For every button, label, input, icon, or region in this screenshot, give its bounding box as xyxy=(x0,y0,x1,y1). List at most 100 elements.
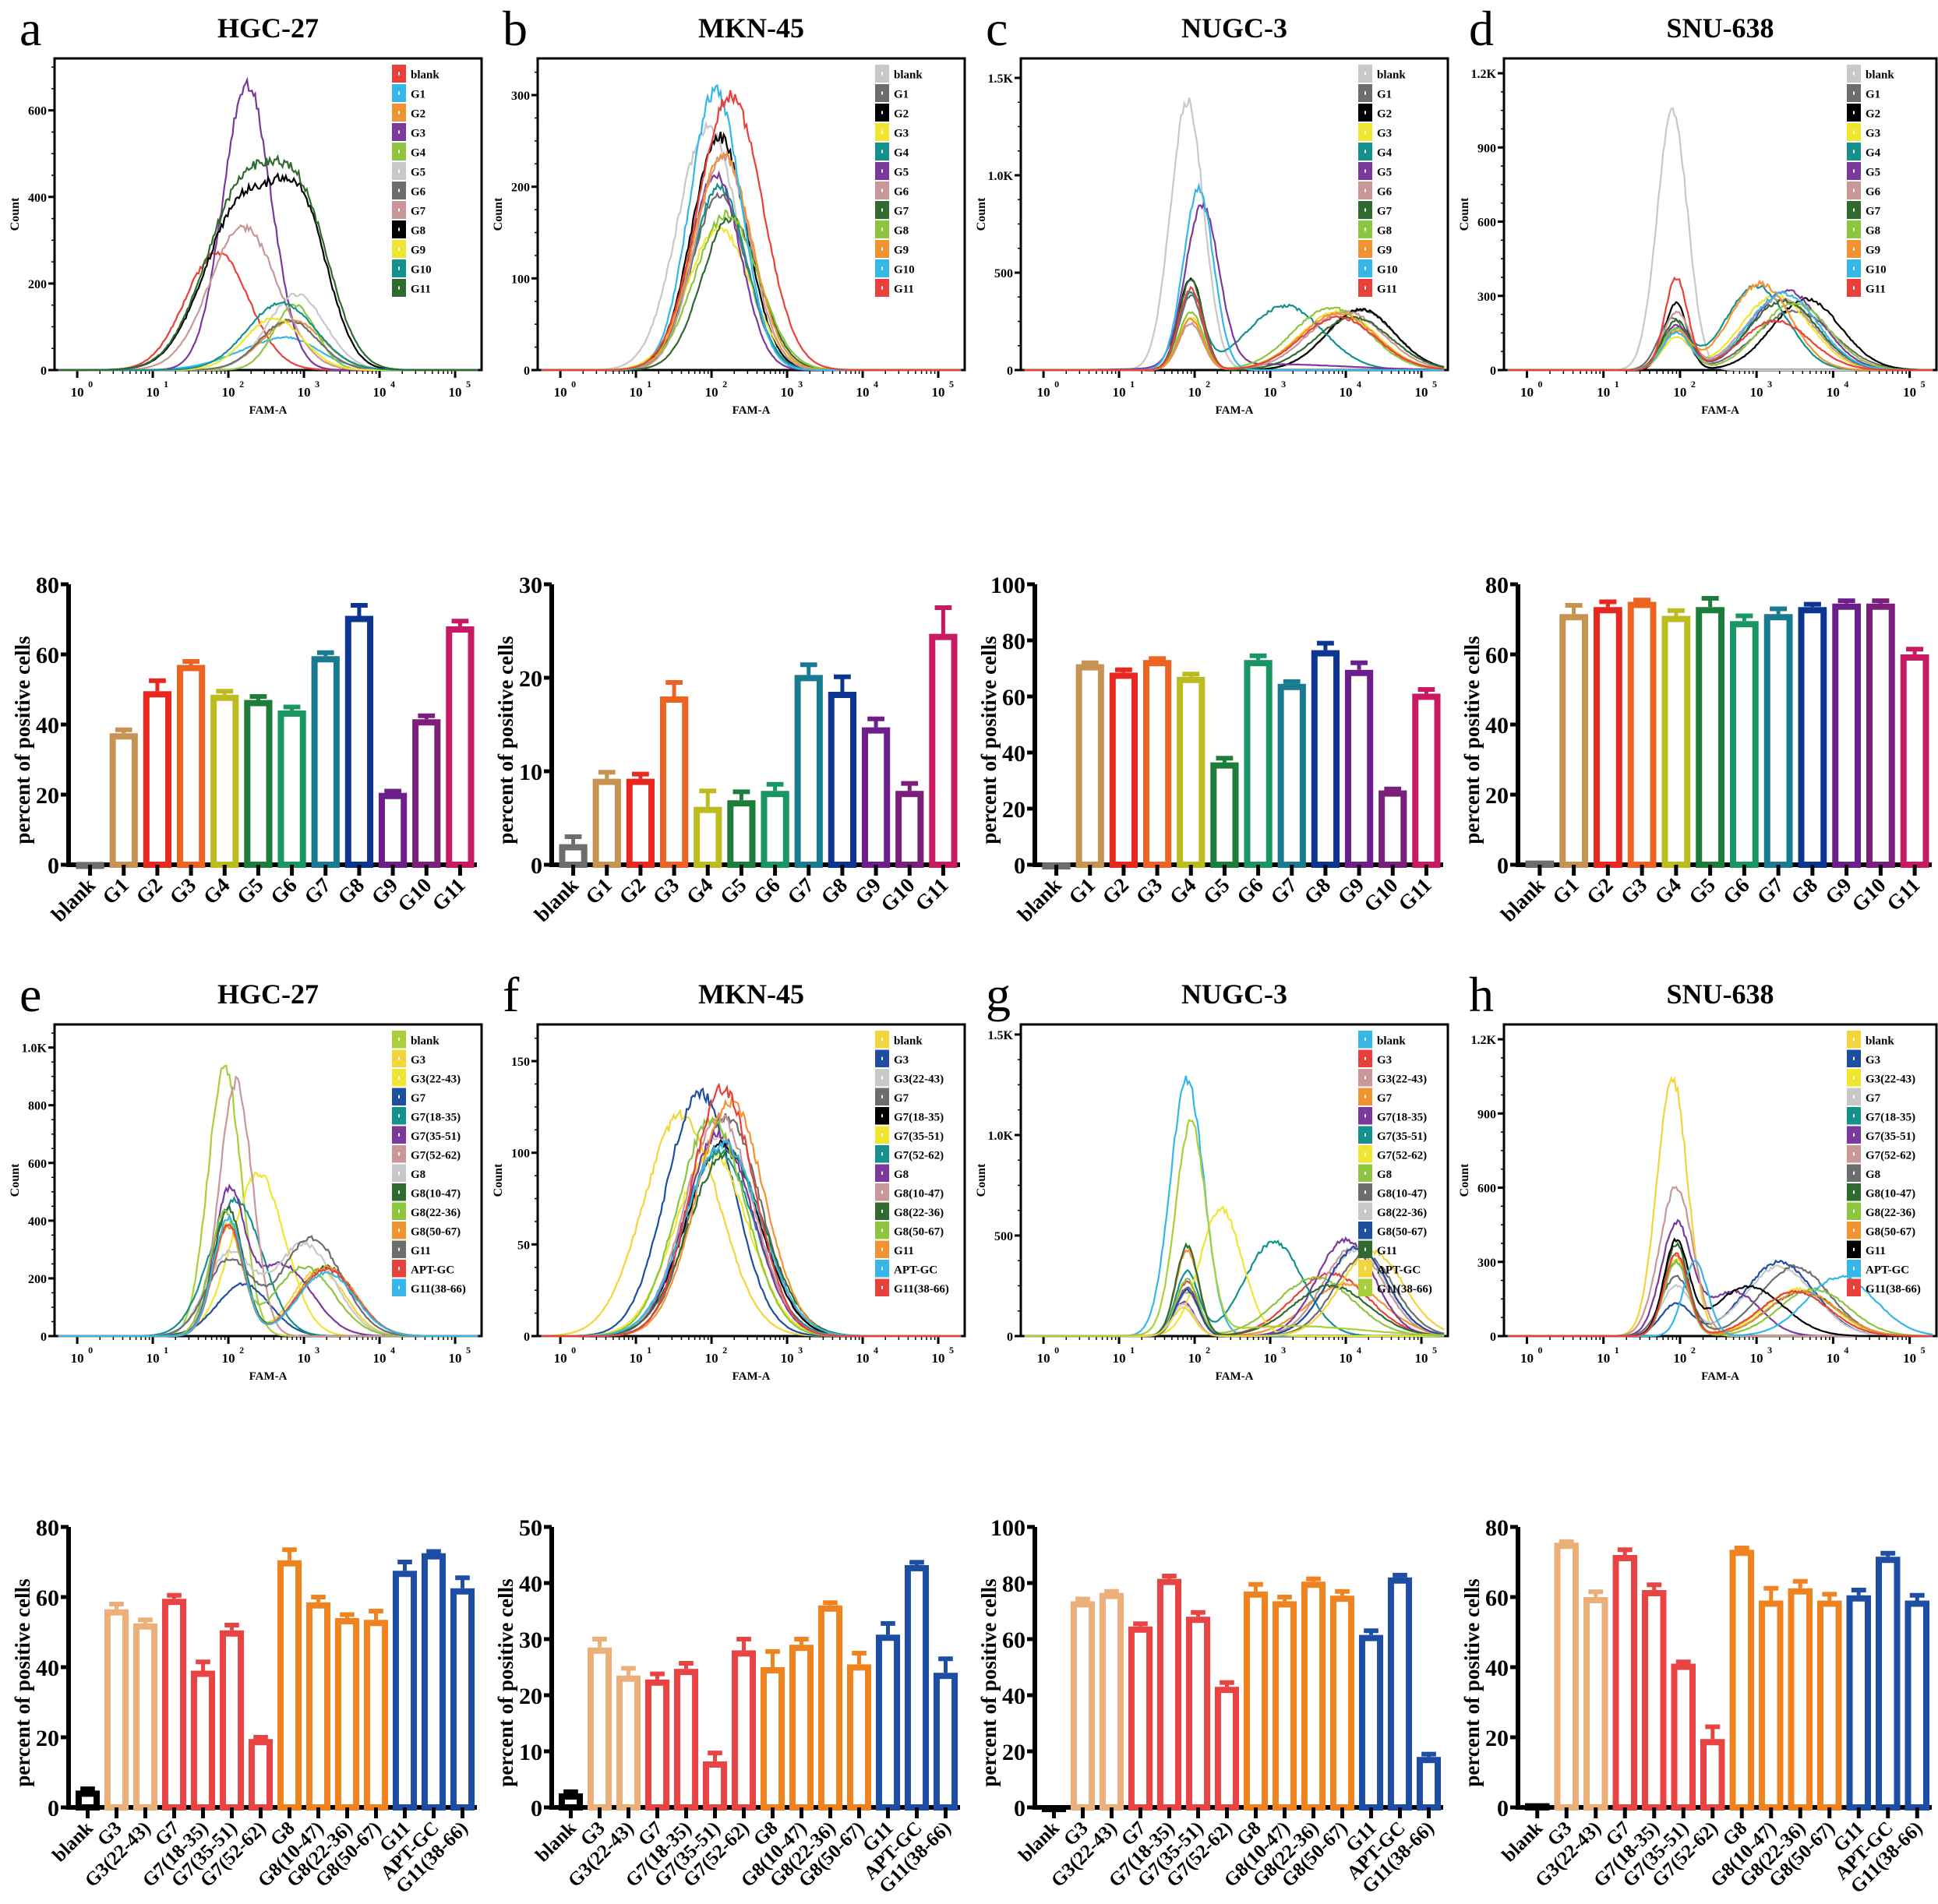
bar-G2 xyxy=(143,691,172,868)
bar-G11(38-66) xyxy=(1416,1757,1442,1811)
bar-G8 xyxy=(344,615,374,868)
x-tick-label: 10 xyxy=(856,385,870,400)
y-tick-label: 40 xyxy=(1485,1655,1509,1681)
x-tick-label: G7 xyxy=(782,873,818,909)
x-tick-label: G3 xyxy=(165,873,201,909)
legend-label: G7(52-62) xyxy=(411,1149,461,1162)
x-tick-label: 10 xyxy=(1037,1351,1050,1366)
bar-G7(52-62) xyxy=(1214,1687,1240,1811)
x-tick-exponent: 4 xyxy=(390,1345,395,1356)
bar-G8 xyxy=(277,1560,302,1811)
legend-label: G3 xyxy=(1866,1054,1880,1067)
x-tick-exponent: 5 xyxy=(1921,1345,1926,1356)
legend-label: G7(18-35) xyxy=(1377,1111,1427,1123)
x-tick-exponent: 0 xyxy=(571,379,576,390)
x-tick-exponent: 2 xyxy=(239,1345,244,1356)
plot-frame xyxy=(536,1023,966,1338)
legend-label: G8 xyxy=(411,225,425,238)
x-tick-label: 10 xyxy=(1415,1351,1428,1366)
y-tick-label: 20 xyxy=(519,1684,542,1709)
legend-label: G7 xyxy=(411,206,426,218)
y-axis-label: percent of positive cells xyxy=(977,636,1001,844)
x-tick-label: G7 xyxy=(299,873,335,909)
legend-label: G7(18-35) xyxy=(1866,1111,1915,1123)
legend-label: G6 xyxy=(411,186,426,199)
y-tick-label: 1.5K xyxy=(988,1029,1014,1042)
legend-label: G4 xyxy=(894,147,909,160)
x-tick-exponent: 5 xyxy=(1921,379,1926,390)
histogram-curve-G2 xyxy=(58,319,478,372)
legend-label: APT-GC xyxy=(1866,1264,1909,1276)
legend-label: G3(22-43) xyxy=(1866,1073,1915,1085)
bar-G8(50-67) xyxy=(1817,1600,1842,1811)
x-tick-label: G1 xyxy=(97,873,133,909)
x-tick-exponent: 0 xyxy=(1537,1345,1542,1356)
bar-G8 xyxy=(1311,650,1340,868)
bar-G7 xyxy=(1277,683,1306,868)
bar-G7 xyxy=(794,675,823,868)
x-tick-exponent: 5 xyxy=(949,379,954,390)
y-tick-label: 40 xyxy=(1002,1684,1025,1709)
bar-G4 xyxy=(1177,676,1206,868)
legend-label: G5 xyxy=(1377,167,1392,179)
legend-label: G7(35-51) xyxy=(1377,1130,1427,1143)
bar-G11(38-66) xyxy=(1904,1600,1929,1811)
bar-G5 xyxy=(1210,762,1239,869)
x-tick-label: 10 xyxy=(1827,1351,1840,1366)
x-tick-label: 10 xyxy=(1903,1351,1916,1366)
x-tick-label: 10 xyxy=(1673,385,1686,400)
x-tick-exponent: 1 xyxy=(647,379,651,390)
panel-letter: d xyxy=(1469,1,1494,56)
x-tick-label: G8 xyxy=(817,873,853,909)
histogram-curve-G11 xyxy=(541,90,962,372)
y-tick-label: 0 xyxy=(524,365,530,378)
legend-label: G5 xyxy=(1866,167,1880,179)
panel-letter: a xyxy=(19,1,42,56)
x-tick-exponent: 4 xyxy=(1357,379,1361,390)
histogram-curve-APT-GC xyxy=(58,1223,478,1338)
bar-G7(35-51) xyxy=(1185,1617,1211,1811)
x-tick-label: 10 xyxy=(554,1351,567,1366)
y-tick-label: 1.0K xyxy=(22,1042,48,1056)
x-tick-exponent: 5 xyxy=(949,1345,954,1356)
x-tick-label: G10 xyxy=(1847,873,1890,916)
bar-G8(10-47) xyxy=(789,1645,814,1811)
legend-label: G8 xyxy=(1866,1169,1880,1181)
legend-label: G6 xyxy=(1866,186,1881,199)
histogram-a: HGC-270200400600Count100101102103104105F… xyxy=(9,12,483,417)
y-tick-label: 0 xyxy=(1014,1796,1025,1821)
x-tick-label: G4 xyxy=(1650,873,1686,909)
legend-label: G11(38-66) xyxy=(1377,1283,1432,1296)
bar-G7(35-51) xyxy=(219,1630,245,1811)
legend-label: G8(50-67) xyxy=(411,1225,461,1238)
bar-G7 xyxy=(311,656,340,868)
legend-label: G8(22-36) xyxy=(1377,1207,1427,1219)
legend-label: G9 xyxy=(1866,245,1880,257)
x-tick-label: 10 xyxy=(1264,1351,1277,1366)
x-tick-label: 10 xyxy=(449,385,462,400)
x-tick-label: G2 xyxy=(615,873,651,909)
x-tick-exponent: 3 xyxy=(798,379,803,390)
x-tick-label: 10 xyxy=(1113,385,1126,400)
bar-G6 xyxy=(1244,660,1273,868)
chart-title: HGC-27 xyxy=(217,12,319,44)
x-tick-label: G2 xyxy=(1582,873,1618,909)
x-tick-label: G10 xyxy=(876,873,919,916)
x-tick-exponent: 2 xyxy=(1206,1345,1210,1356)
legend-label: G3 xyxy=(894,1054,909,1067)
x-tick-label: 10 xyxy=(1520,385,1534,400)
y-tick-label: 1.0K xyxy=(988,170,1014,183)
x-tick-label: G3 xyxy=(1616,873,1652,909)
x-tick-label: blank xyxy=(531,1818,580,1866)
y-tick-label: 60 xyxy=(36,1585,59,1611)
x-tick-label: 10 xyxy=(71,385,84,400)
histogram-curve-G11 xyxy=(58,153,478,372)
legend-label: G7 xyxy=(1377,206,1393,218)
legend-label: G11 xyxy=(411,1245,431,1257)
x-axis-label: FAM-A xyxy=(1216,404,1254,417)
plot-frame xyxy=(536,57,966,372)
legend-label: G10 xyxy=(894,264,915,277)
x-tick-exponent: 2 xyxy=(1691,379,1696,390)
